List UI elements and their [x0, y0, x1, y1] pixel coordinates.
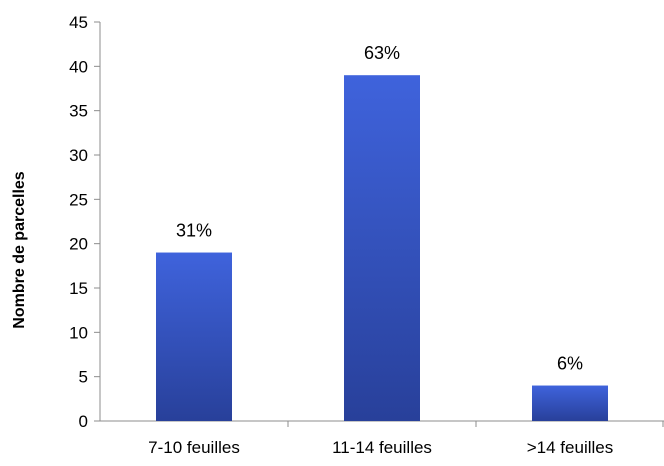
- y-tick-label: 20: [69, 235, 88, 254]
- y-tick-label: 25: [69, 190, 88, 209]
- data-label-3: 6%: [557, 354, 583, 374]
- bar-2: [344, 75, 420, 421]
- y-tick-label: 10: [69, 323, 88, 342]
- y-tick-label: 35: [69, 102, 88, 121]
- data-label-2: 63%: [364, 43, 400, 63]
- category-label-2: 11-14 feuilles: [332, 438, 432, 457]
- data-label-1: 31%: [176, 221, 212, 241]
- bar-3: [532, 385, 608, 421]
- bar-1: [156, 252, 232, 421]
- y-tick-label: 40: [69, 57, 88, 76]
- y-tick-label: 15: [69, 279, 88, 298]
- category-label-3: >14 feuilles: [527, 438, 613, 457]
- y-tick-label: 45: [69, 13, 88, 32]
- y-tick-label: 30: [69, 146, 88, 165]
- y-axis-title: Nombre de parcelles: [11, 171, 28, 329]
- y-tick-label: 0: [79, 412, 88, 431]
- y-tick-label: 5: [79, 368, 88, 387]
- category-label-1: 7-10 feuilles: [148, 438, 240, 457]
